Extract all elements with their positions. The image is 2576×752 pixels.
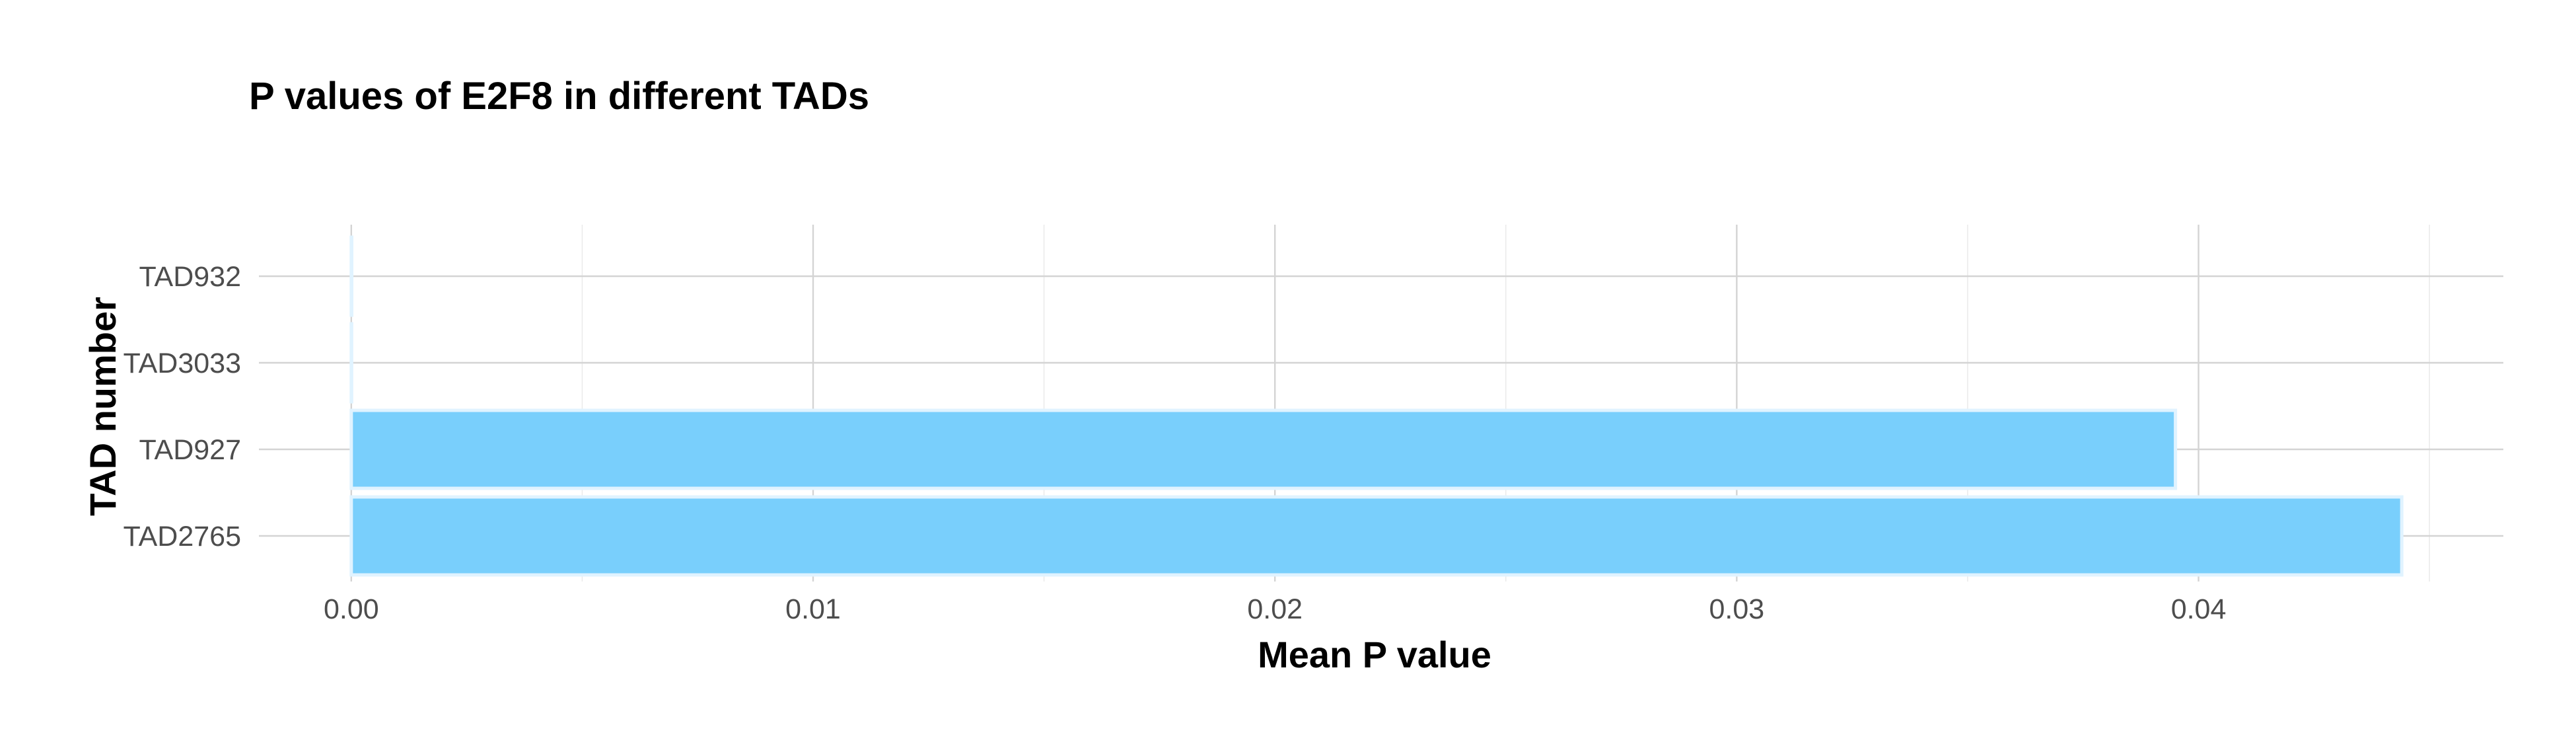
- bars: [349, 235, 2404, 577]
- x-axis-title: Mean P value: [1258, 634, 1491, 675]
- y-axis-title: TAD number: [82, 297, 124, 516]
- x-tick-labels: 0.00 0.01 0.02 0.03 0.04: [324, 593, 2226, 625]
- y-tick-label: TAD932: [139, 261, 241, 293]
- chart-title: P values of E2F8 in different TADs: [249, 75, 869, 118]
- y-tick-label: TAD927: [139, 434, 241, 466]
- bar-tad3033: [349, 322, 353, 404]
- x-tick-label: 0.01: [785, 593, 841, 625]
- bar-tad932: [349, 235, 354, 317]
- bar-tad2765: [349, 495, 2404, 577]
- x-tick-label: 0.02: [1247, 593, 1303, 625]
- x-tick-label: 0.04: [2171, 593, 2227, 625]
- y-tick-labels: TAD932 TAD3033 TAD927 TAD2765: [124, 261, 241, 552]
- bar-tad927: [349, 408, 2178, 490]
- x-tick-label: 0.00: [324, 593, 379, 625]
- y-tick-label: TAD2765: [124, 521, 241, 552]
- x-tick-label: 0.03: [1709, 593, 1765, 625]
- y-tick-label: TAD3033: [124, 348, 241, 379]
